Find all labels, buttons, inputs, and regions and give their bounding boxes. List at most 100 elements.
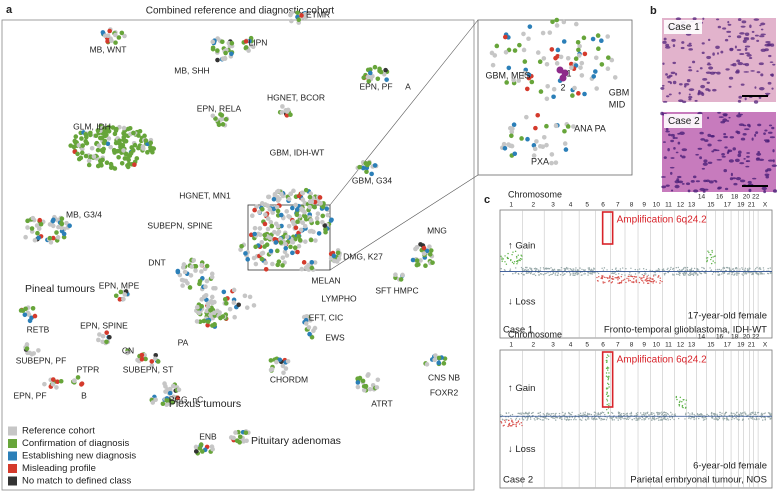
cnv-probe (608, 403, 610, 405)
class-label: FOXR2 (430, 387, 459, 397)
cnv-probe (504, 421, 507, 423)
cnv-probe (658, 416, 660, 419)
cnv-probe (561, 272, 564, 274)
cnv-probe (722, 419, 725, 421)
sample-dot (263, 260, 268, 266)
cnv-probe (766, 272, 769, 275)
cnv-probe (530, 412, 533, 415)
nucleus (745, 52, 750, 55)
cnv-probe (646, 275, 648, 277)
sample-dot (263, 266, 269, 272)
sample-dot (323, 229, 328, 235)
sample-dot (129, 145, 134, 150)
cnv-probe (760, 416, 763, 419)
cnv-probe (717, 274, 720, 276)
nucleus (772, 149, 775, 153)
sample-dot (170, 383, 176, 389)
cnv-probe (731, 416, 733, 419)
nucleus (756, 152, 762, 156)
sample-dot (86, 158, 92, 164)
sample-dot (217, 310, 222, 315)
sample-dot (553, 123, 559, 129)
cnv-probe (684, 267, 687, 269)
nucleus (758, 86, 765, 91)
cnv-probe (513, 262, 515, 265)
sample-dot (295, 249, 300, 255)
sample-dot (105, 141, 111, 147)
cnv-probe (518, 259, 521, 261)
cnv-probe (606, 367, 609, 369)
cnv-probe (556, 274, 558, 277)
sample-dot (116, 35, 122, 40)
class-label: Pineal tumours (25, 283, 95, 295)
cnv-probe (606, 408, 608, 411)
cnv-probe (693, 418, 695, 421)
cnv-probe (635, 276, 638, 278)
cnv-probe (659, 279, 662, 282)
cnv-probe (764, 412, 766, 414)
cnv-probe (661, 269, 664, 271)
cnv-probe (759, 267, 761, 269)
chromosome-label: 10 (653, 202, 661, 209)
cnv-probe (771, 272, 773, 275)
cnv-probe (661, 414, 663, 416)
sample-dot (108, 161, 114, 167)
cnv-probe (542, 416, 544, 418)
sample-dot (89, 145, 95, 151)
sample-dot (541, 134, 547, 140)
chromosome-label: 18 (731, 194, 739, 201)
sample-dot (259, 256, 265, 262)
cnv-probe (602, 282, 604, 284)
class-label: ATRT (371, 398, 392, 408)
cnv-probe (659, 277, 661, 279)
sample-dot (29, 226, 35, 231)
nucleus (737, 150, 742, 154)
nucleus (771, 164, 777, 168)
legend-swatch (8, 464, 17, 473)
cnv-probe (702, 417, 705, 419)
cnv-probe (515, 255, 518, 258)
cnv-probe (566, 416, 569, 419)
sample-dot (384, 77, 389, 82)
sample-dot (165, 387, 170, 392)
sample-dot (203, 284, 208, 290)
cnv-probe (559, 416, 562, 418)
sample-dot (47, 222, 53, 227)
cnv-probe (745, 413, 747, 415)
cnv-probe (618, 269, 620, 272)
cnv-probe (524, 417, 526, 419)
nucleus (748, 56, 753, 60)
sample-dot (110, 125, 116, 130)
cnv-probe (507, 252, 509, 255)
cnv-probe (618, 277, 621, 279)
cnv-probe (652, 275, 655, 277)
cnv-probe (554, 272, 557, 274)
cnv-probe (590, 268, 593, 270)
sample-dot (259, 239, 265, 245)
sample-dot (55, 379, 60, 385)
nucleus (697, 92, 700, 95)
cnv-probe (764, 418, 767, 421)
cnv-probe (521, 269, 524, 272)
cnv-probe (637, 417, 640, 420)
cnv-probe (760, 272, 762, 274)
cnv-probe (577, 272, 579, 275)
nucleus (728, 85, 732, 88)
sample-dot (262, 221, 268, 227)
sample-dot (105, 39, 110, 44)
cnv-probe (655, 269, 657, 272)
sample-dot (113, 32, 118, 38)
cnv-probe (606, 354, 609, 356)
cnv-probe (607, 377, 610, 380)
cnv-probe (635, 419, 637, 421)
cnv-probe (515, 417, 518, 420)
cnv-probe (696, 268, 698, 270)
nucleus (744, 45, 751, 48)
cnv-probe (705, 257, 708, 259)
sample-dot (605, 34, 610, 39)
sample-dot (67, 223, 72, 229)
sample-dot (96, 143, 102, 148)
cnv-probe (575, 418, 577, 421)
cnv-probe (551, 269, 553, 272)
sample-dot (200, 449, 205, 454)
